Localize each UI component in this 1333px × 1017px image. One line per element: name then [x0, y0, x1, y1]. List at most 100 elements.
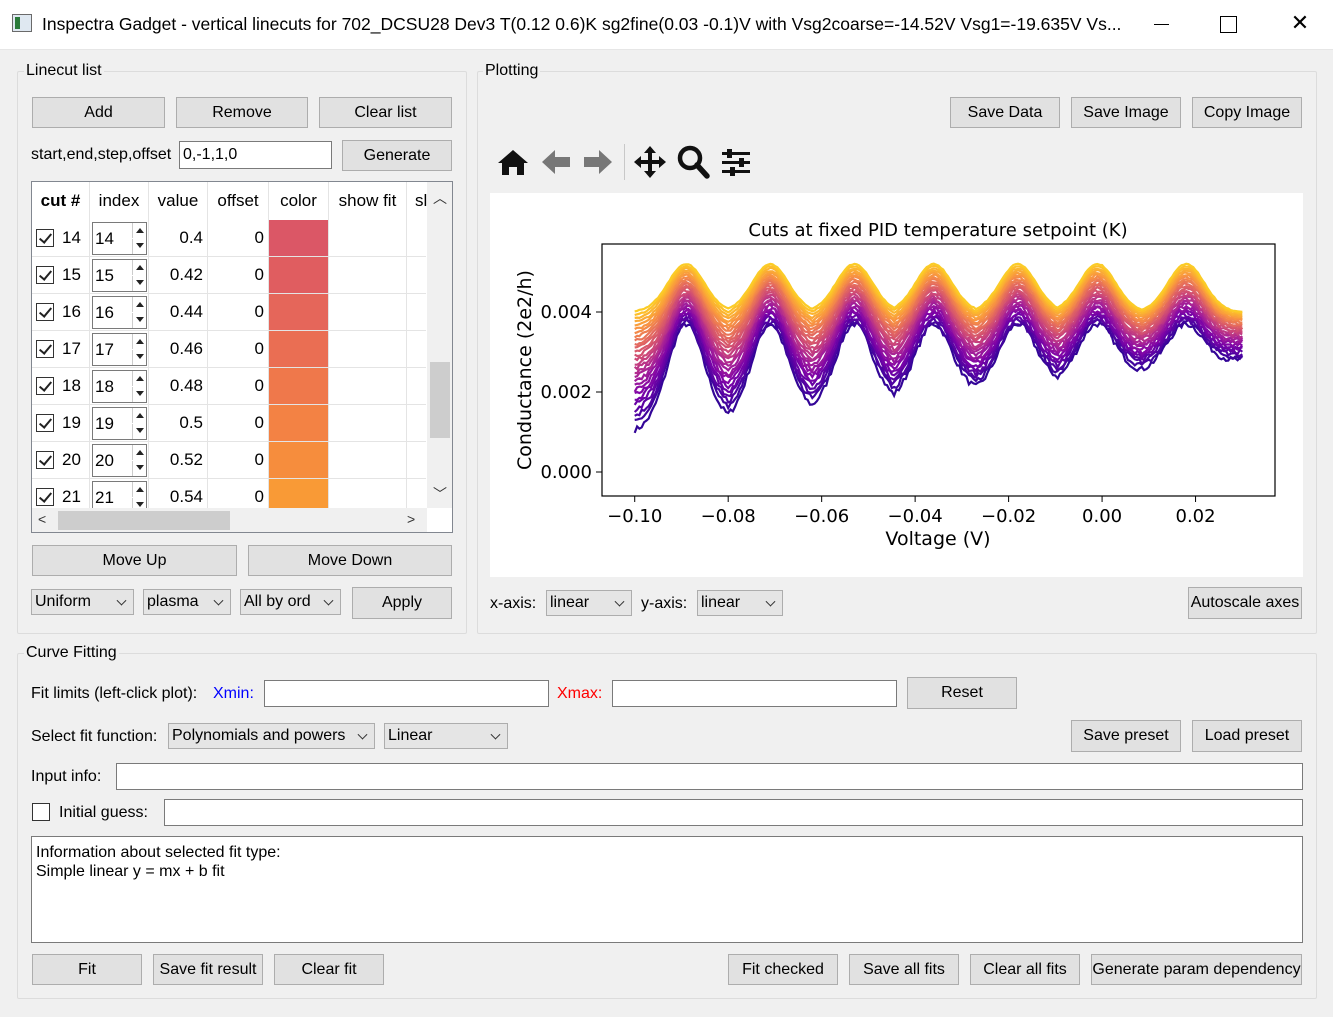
plot-canvas[interactable]: Cuts at fixed PID temperature setpoint (… [490, 193, 1303, 577]
index-spinbox[interactable]: 15 [92, 259, 147, 292]
cut-cell[interactable]: 20 [32, 442, 90, 478]
offset-cell[interactable]: 0 [208, 294, 269, 330]
table-row[interactable]: 15 15 0.42 0 [32, 257, 426, 294]
show-fit-cell[interactable] [329, 331, 407, 367]
offset-cell[interactable]: 0 [208, 257, 269, 293]
home-icon[interactable] [495, 144, 531, 180]
maximize-button[interactable] [1218, 12, 1242, 36]
col-show-fit[interactable]: show fit [329, 182, 407, 220]
show-fit-cell[interactable] [329, 405, 407, 441]
fit-info-textbox[interactable]: Information about selected fit type: Sim… [31, 836, 1303, 943]
col-color[interactable]: color [269, 182, 329, 220]
clear-fit-button[interactable]: Clear fit [274, 954, 384, 985]
scroll-right-icon[interactable]: > [407, 511, 416, 527]
autoscale-axes-button[interactable]: Autoscale axes [1188, 587, 1302, 619]
fit-function-class-select[interactable]: Polynomials and powers [168, 723, 375, 749]
offset-cell[interactable]: 0 [208, 442, 269, 478]
configure-icon[interactable] [718, 144, 754, 180]
linecut-table[interactable]: cut # index value offset color show fit … [31, 181, 453, 533]
show-fit-cell[interactable] [329, 294, 407, 330]
save-image-button[interactable]: Save Image [1071, 97, 1181, 128]
show-fit-cell[interactable] [329, 368, 407, 404]
horizontal-scrollbar[interactable]: < > [32, 508, 427, 532]
color-swatch[interactable] [269, 442, 329, 478]
table-row[interactable]: 19 19 0.5 0 [32, 405, 426, 442]
spin-down-icon[interactable] [132, 276, 146, 291]
table-row[interactable]: 20 20 0.52 0 [32, 442, 426, 479]
spin-up-icon[interactable] [132, 260, 146, 275]
horizontal-scroll-thumb[interactable] [58, 511, 230, 530]
vertical-scrollbar[interactable]: ︿ ﹀ [427, 182, 452, 508]
index-cell[interactable]: 14 [90, 220, 149, 256]
scroll-up-icon[interactable]: ︿ [433, 190, 447, 206]
spin-down-icon[interactable] [132, 350, 146, 365]
spin-down-icon[interactable] [132, 313, 146, 328]
show-fit-cell[interactable] [329, 220, 407, 256]
value-cell[interactable]: 0.52 [149, 442, 208, 478]
range-input[interactable]: 0,-1,1,0 [179, 141, 332, 169]
spin-down-icon[interactable] [132, 461, 146, 476]
spin-up-icon[interactable] [132, 223, 146, 238]
vertical-scroll-thumb[interactable] [430, 362, 450, 438]
row-checkbox[interactable] [36, 229, 54, 247]
index-cell[interactable]: 17 [90, 331, 149, 367]
value-cell[interactable]: 0.5 [149, 405, 208, 441]
index-cell[interactable]: 18 [90, 368, 149, 404]
apply-button[interactable]: Apply [352, 587, 452, 619]
save-all-fits-button[interactable]: Save all fits [849, 954, 959, 985]
initial-guess-field[interactable] [164, 799, 1303, 826]
scroll-down-icon[interactable]: ﹀ [433, 486, 447, 502]
index-cell[interactable]: 15 [90, 257, 149, 293]
reset-button[interactable]: Reset [907, 677, 1017, 709]
row-checkbox[interactable] [36, 266, 54, 284]
spin-up-icon[interactable] [132, 445, 146, 460]
spin-down-icon[interactable] [132, 498, 146, 513]
back-arrow-icon[interactable] [538, 144, 574, 180]
move-down-button[interactable]: Move Down [248, 545, 452, 576]
xmax-input[interactable] [612, 680, 897, 707]
generate-param-dependency-button[interactable]: Generate param dependency [1091, 954, 1302, 985]
color-swatch[interactable] [269, 294, 329, 330]
show-fit-cell[interactable] [329, 442, 407, 478]
row-checkbox[interactable] [36, 303, 54, 321]
fit-checked-button[interactable]: Fit checked [728, 954, 838, 985]
show-fit-cell[interactable] [329, 257, 407, 293]
color-swatch[interactable] [269, 368, 329, 404]
cut-cell[interactable]: 15 [32, 257, 90, 293]
xmin-input[interactable] [264, 680, 549, 707]
load-preset-button[interactable]: Load preset [1192, 720, 1302, 752]
fit-function-type-select[interactable]: Linear [384, 723, 508, 749]
row-checkbox[interactable] [36, 451, 54, 469]
cut-cell[interactable]: 21 [32, 479, 90, 515]
pan-icon[interactable] [632, 144, 668, 180]
color-swatch[interactable] [269, 220, 329, 256]
spin-down-icon[interactable] [132, 424, 146, 439]
scroll-left-icon[interactable]: < [38, 511, 47, 527]
cut-cell[interactable]: 17 [32, 331, 90, 367]
index-spinbox[interactable]: 20 [92, 444, 147, 477]
cut-cell[interactable]: 14 [32, 220, 90, 256]
spin-up-icon[interactable] [132, 371, 146, 386]
table-row[interactable]: 14 14 0.4 0 [32, 220, 426, 257]
offset-cell[interactable]: 0 [208, 479, 269, 515]
add-button[interactable]: Add [32, 97, 165, 128]
remove-button[interactable]: Remove [176, 97, 308, 128]
color-swatch[interactable] [269, 405, 329, 441]
value-cell[interactable]: 0.42 [149, 257, 208, 293]
value-cell[interactable]: 0.46 [149, 331, 208, 367]
table-row[interactable]: 16 16 0.44 0 [32, 294, 426, 331]
index-spinbox[interactable]: 14 [92, 222, 147, 255]
fit-button[interactable]: Fit [32, 954, 142, 985]
spin-down-icon[interactable] [132, 387, 146, 402]
spin-down-icon[interactable] [132, 239, 146, 254]
row-checkbox[interactable] [36, 414, 54, 432]
forward-arrow-icon[interactable] [580, 144, 616, 180]
clear-list-button[interactable]: Clear list [319, 97, 452, 128]
offset-cell[interactable]: 0 [208, 368, 269, 404]
spin-up-icon[interactable] [132, 334, 146, 349]
col-sl[interactable]: sl [415, 191, 428, 210]
zoom-icon[interactable] [675, 144, 711, 180]
cut-cell[interactable]: 19 [32, 405, 90, 441]
col-value[interactable]: value [149, 182, 208, 220]
row-checkbox[interactable] [36, 340, 54, 358]
